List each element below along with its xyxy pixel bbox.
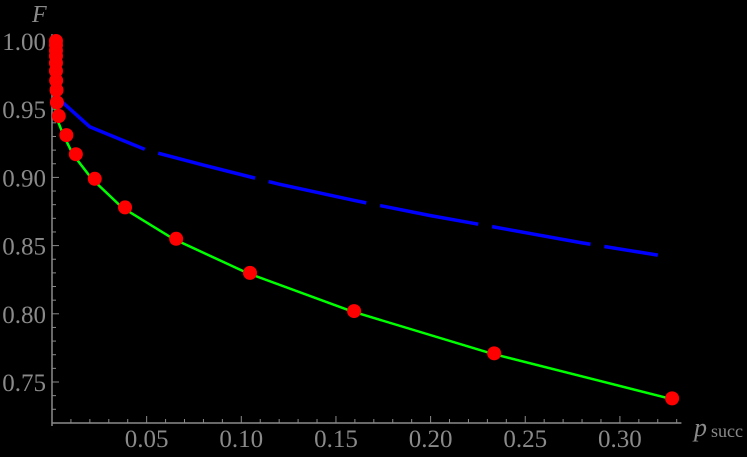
- y-tick-label: 0.90: [2, 165, 46, 192]
- data-point: [347, 304, 362, 319]
- data-point: [59, 128, 74, 143]
- x-axis-label-main: p: [692, 413, 707, 442]
- data-point: [665, 391, 680, 406]
- y-axis-label: F: [31, 2, 47, 28]
- data-point: [118, 200, 133, 215]
- x-tick-label: 0.25: [503, 426, 547, 453]
- data-point: [487, 346, 502, 361]
- data-point: [87, 171, 102, 186]
- x-axis-label-sub: succ: [711, 421, 743, 441]
- series-layer: [48, 34, 680, 406]
- x-tick-label: 0.10: [219, 426, 263, 453]
- dashed-bound-line: [58, 98, 659, 257]
- y-tick-label: 0.95: [2, 97, 46, 124]
- y-tick-label: 0.80: [2, 302, 46, 329]
- x-tick-label: 0.20: [409, 426, 453, 453]
- axes: 0.05 0.10 0.15 0.20 0.25 0.30 0.75 0.80 0.85 0.90…: [2, 29, 682, 453]
- data-point: [49, 95, 64, 110]
- data-point: [242, 265, 257, 280]
- x-tick-label: 0.05: [125, 426, 169, 453]
- y-tick-label: 0.75: [2, 370, 46, 397]
- x-tick-label: 0.30: [598, 426, 642, 453]
- y-tick-label: 1.00: [2, 29, 46, 56]
- y-tick-label: 0.85: [2, 234, 46, 261]
- data-point: [49, 83, 64, 98]
- x-axis-label: p succ: [692, 413, 743, 442]
- data-point: [169, 231, 184, 246]
- solid-fit-line: [51, 40, 670, 400]
- x-tick-label: 0.15: [314, 426, 358, 453]
- data-point: [68, 147, 83, 162]
- data-point: [51, 109, 66, 124]
